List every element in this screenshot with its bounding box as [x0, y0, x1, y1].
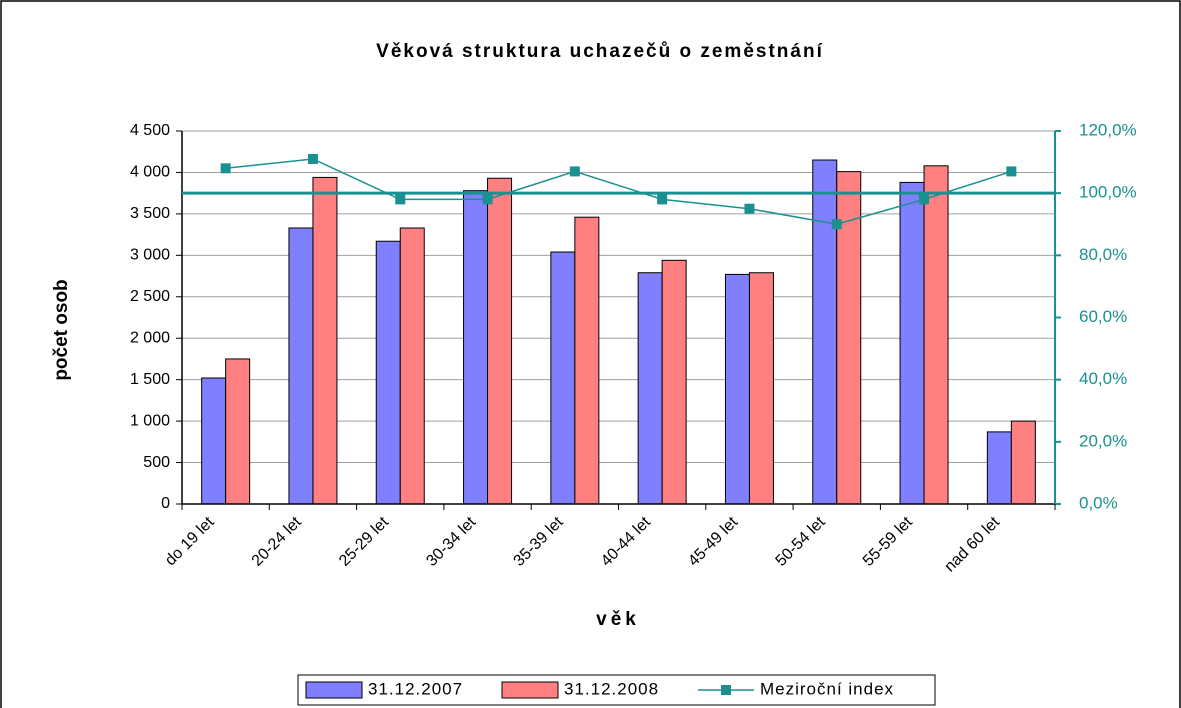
y-axis-title: počet osob: [51, 279, 72, 380]
legend-swatch: [501, 681, 559, 699]
bar: [225, 358, 251, 505]
bar: [487, 177, 513, 505]
legend-label: Meziroční index: [760, 679, 894, 698]
marker: [307, 153, 318, 164]
y2-tick-label: 60,0%: [1079, 307, 1127, 326]
y-tick-label: 2 000: [130, 329, 170, 346]
bar: [288, 227, 314, 505]
bar: [1010, 420, 1036, 505]
y-tick-label: 0: [161, 495, 170, 512]
x-axis-title: věk: [596, 609, 640, 630]
bar: [986, 431, 1012, 505]
marker: [395, 194, 406, 205]
y2-tick-label: 80,0%: [1079, 245, 1127, 264]
marker: [1006, 166, 1017, 177]
bar: [201, 377, 227, 505]
y-tick-label: 2 500: [130, 288, 170, 305]
bar: [637, 272, 663, 505]
y-tick-label: 4 000: [130, 164, 170, 181]
bar: [812, 159, 838, 505]
marker: [744, 203, 755, 214]
bar: [312, 176, 338, 505]
y2-tick-label: 100,0%: [1079, 183, 1137, 202]
y2-tick-label: 0,0%: [1079, 493, 1118, 512]
chart-title: Věková struktura uchazečů o zeměstnání: [376, 41, 824, 62]
y-tick-label: 3 500: [130, 205, 170, 222]
bar: [375, 240, 401, 505]
bar: [724, 273, 750, 505]
legend-label: 31.12.2008: [564, 679, 659, 698]
marker: [919, 194, 930, 205]
y2-tick-label: 40,0%: [1079, 369, 1127, 388]
bar: [574, 216, 600, 505]
y2-tick-label: 120,0%: [1079, 120, 1137, 139]
legend-marker: [721, 685, 731, 695]
bar: [748, 272, 774, 505]
bar: [899, 181, 925, 505]
marker: [657, 194, 668, 205]
marker: [220, 163, 231, 174]
marker: [482, 194, 493, 205]
bar: [463, 190, 489, 505]
y-tick-label: 4 500: [130, 122, 170, 139]
bar: [923, 165, 949, 505]
line: [225, 158, 1012, 226]
bar: [661, 259, 687, 505]
legend-swatch: [305, 681, 363, 699]
y-tick-label: 3 000: [130, 247, 170, 264]
bar: [399, 227, 425, 505]
legend-label: 31.12.2007: [368, 679, 463, 698]
marker: [569, 166, 580, 177]
y2-tick-label: 20,0%: [1079, 431, 1127, 450]
y-tick-label: 1 500: [130, 371, 170, 388]
y-tick-label: 1 000: [130, 412, 170, 429]
bar: [550, 251, 576, 505]
y-tick-label: 500: [143, 454, 170, 471]
legend-box: [297, 674, 936, 706]
marker: [831, 219, 842, 230]
